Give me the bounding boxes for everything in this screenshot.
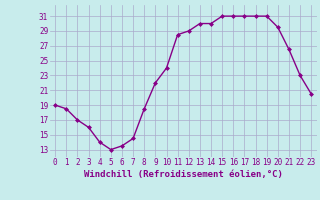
X-axis label: Windchill (Refroidissement éolien,°C): Windchill (Refroidissement éolien,°C) bbox=[84, 170, 283, 179]
